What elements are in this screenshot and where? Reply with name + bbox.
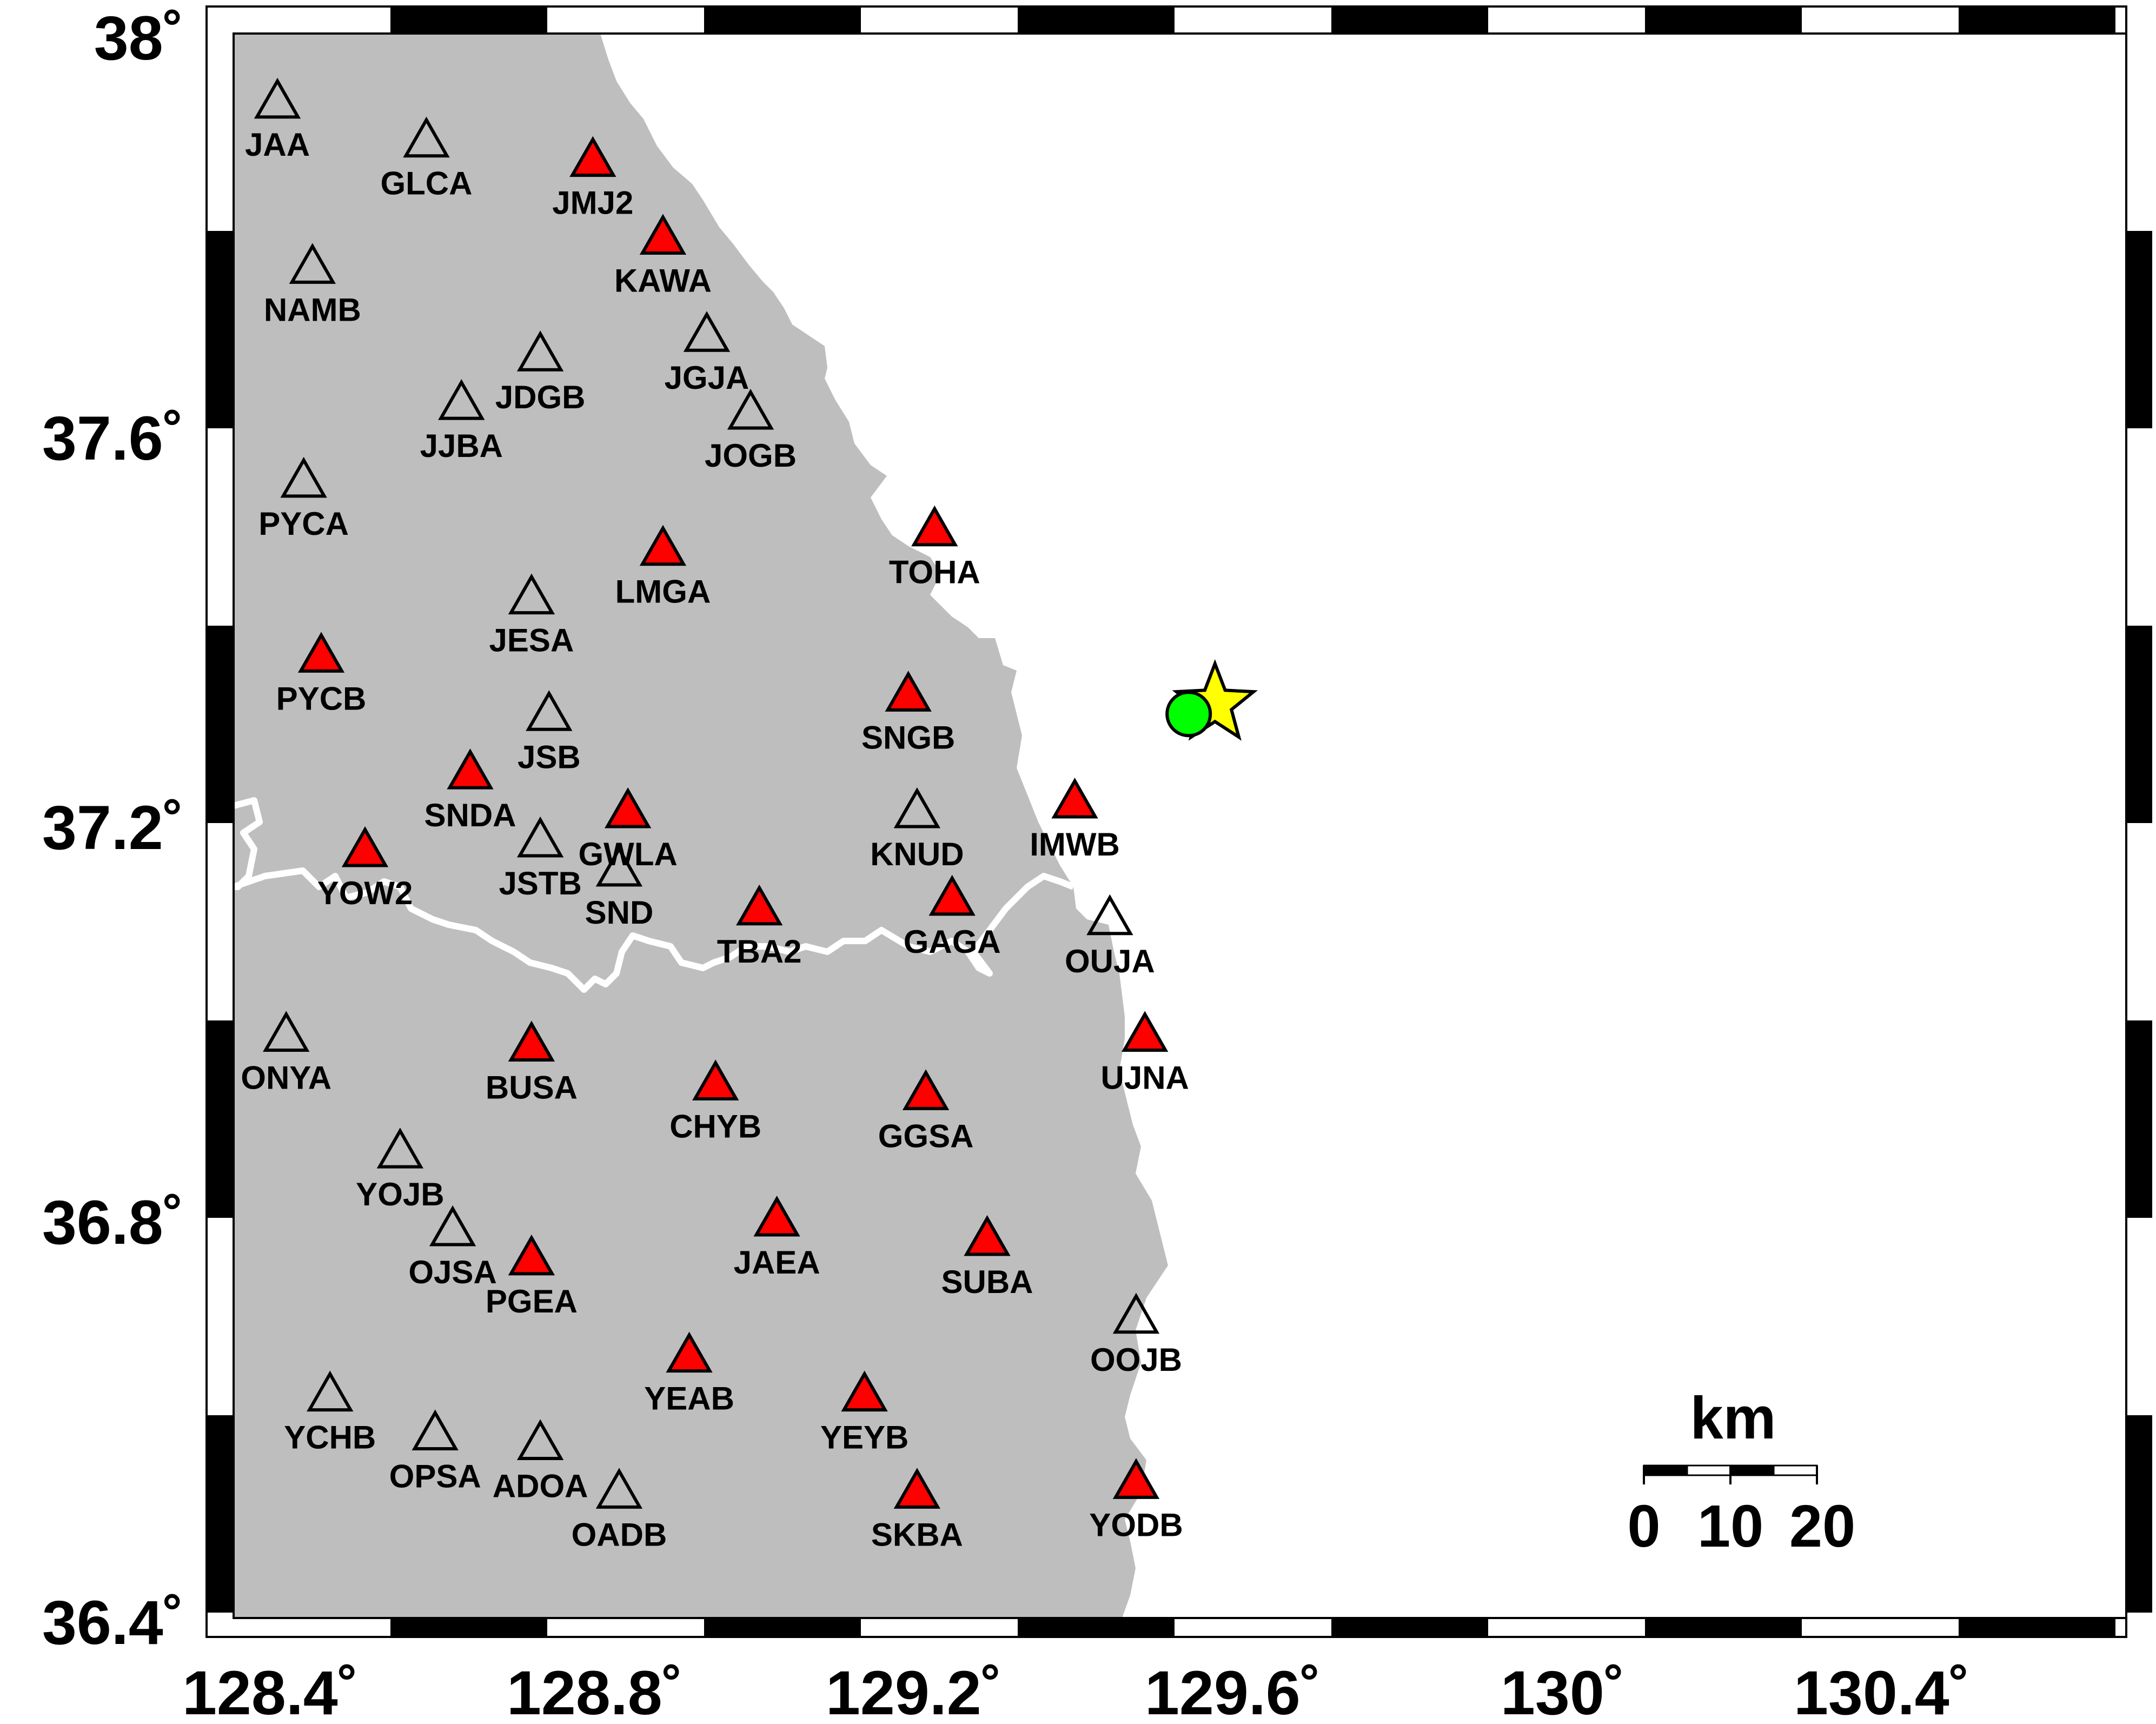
station-label: OUJA [1065,943,1155,979]
station-label: SND [585,894,654,931]
frame-bar-top [390,8,547,32]
station-label: SUBA [941,1264,1033,1300]
station-label: NAMB [264,291,361,328]
station-label: OPSA [389,1458,481,1494]
station-label: JMJ2 [552,185,633,221]
scale-bar-seg-4 [1774,1466,1817,1475]
x-tick-label-0: 128.4˚ [182,1659,359,1724]
frame-bar-top [704,8,861,32]
station-label: IMWB [1030,826,1120,863]
frame-bar-right [2127,231,2152,428]
station-label: JAEA [734,1244,820,1281]
x-tick-label-4: 130˚ [1501,1659,1625,1724]
station-label: SKBA [871,1516,963,1553]
station-label: PYCB [276,680,367,717]
station-label: JESA [489,622,574,659]
scale-bar-label-1: 10 [1697,1493,1763,1560]
frame-bar-bottom [390,1619,547,1636]
scale-bar-label-2: 20 [1789,1493,1855,1560]
frame-bar-right [2127,1415,2152,1613]
station-label: KAWA [614,262,712,299]
station-label: CHYB [669,1108,761,1144]
y-tick-label-0: 38˚ [94,4,184,73]
station-label: JJBA [420,428,503,464]
station-label: JAA [245,127,310,163]
station-label: SNDA [424,797,516,833]
x-axis: 128.4˚ 128.8˚ 129.2˚ 129.6˚ 130˚ 130.4˚ [182,1659,1970,1724]
station-label: YEYB [820,1420,908,1456]
station-label: YODB [1089,1507,1183,1543]
station-label: OJSA [408,1254,496,1290]
frame-bar-bottom [1645,1619,1802,1636]
station-label: TBA2 [717,933,802,970]
frame-bar-left [208,1415,233,1613]
station-label: BUSA [486,1069,578,1105]
station-label: JSTB [499,865,581,901]
x-tick-label-5: 130.4˚ [1794,1659,1970,1724]
frame-bar-right [2127,1020,2152,1218]
y-axis: 38˚ 37.6˚ 37.2˚ 36.8˚ 36.4˚ [42,4,184,1657]
station-label: GLCA [380,165,472,202]
frame-bar-bottom [704,1619,861,1636]
station-label: YOJB [356,1176,444,1212]
scale-bar-seg-3 [1730,1466,1774,1475]
x-tick-label-2: 129.2˚ [826,1659,1002,1724]
x-tick-label-1: 128.8˚ [507,1659,683,1724]
frame-bar-left [208,1020,233,1218]
frame-bar-top [1959,8,2115,32]
station-label: KNUD [870,836,964,872]
station-label: GGSA [878,1118,974,1154]
y-tick-label-4: 36.4˚ [42,1588,184,1657]
frame-bar-top [1331,8,1488,32]
frame-bar-top [1645,8,1802,32]
station-label: ONYA [241,1059,331,1096]
station-label: SNGB [861,719,955,755]
station-label: JOGB [705,437,797,474]
station-label: OOJB [1090,1342,1182,1378]
frame-bar-left [208,626,233,823]
scale-bar-seg-2 [1687,1466,1730,1475]
frame-bar-bottom [1018,1619,1175,1636]
station-label: JDGB [495,379,586,415]
y-tick-label-2: 37.2˚ [42,793,184,863]
scale-bar-unit: km [1690,1385,1776,1451]
station-label: YEAB [644,1381,734,1417]
station-label: YOW2 [317,875,413,911]
scale-bar-seg-1 [1644,1466,1687,1475]
station-label: ADOA [493,1468,588,1504]
frame-bar-right [2127,626,2152,823]
station-label: LMGA [615,574,711,610]
station-label: JGJA [665,360,749,396]
station-label: YCHB [284,1420,376,1456]
x-tick-label-3: 129.6˚ [1145,1659,1321,1724]
event-circle [1167,692,1210,735]
frame-bar-top [1018,8,1175,32]
station-label: JSB [518,739,581,775]
station-label: UJNA [1101,1059,1189,1096]
y-tick-label-1: 37.6˚ [42,404,184,473]
station-label: PGEA [486,1283,578,1319]
frame-bar-left [208,231,233,428]
y-tick-label-3: 36.8˚ [42,1188,184,1257]
scale-bar-label-0: 0 [1627,1493,1660,1560]
frame-bar-bottom [1331,1619,1488,1636]
frame-bar-bottom [1959,1619,2115,1636]
station-label: GAGA [904,924,1001,960]
station-label: OADB [572,1516,667,1553]
station-label: PYCA [258,506,349,542]
station-label: TOHA [889,554,980,591]
